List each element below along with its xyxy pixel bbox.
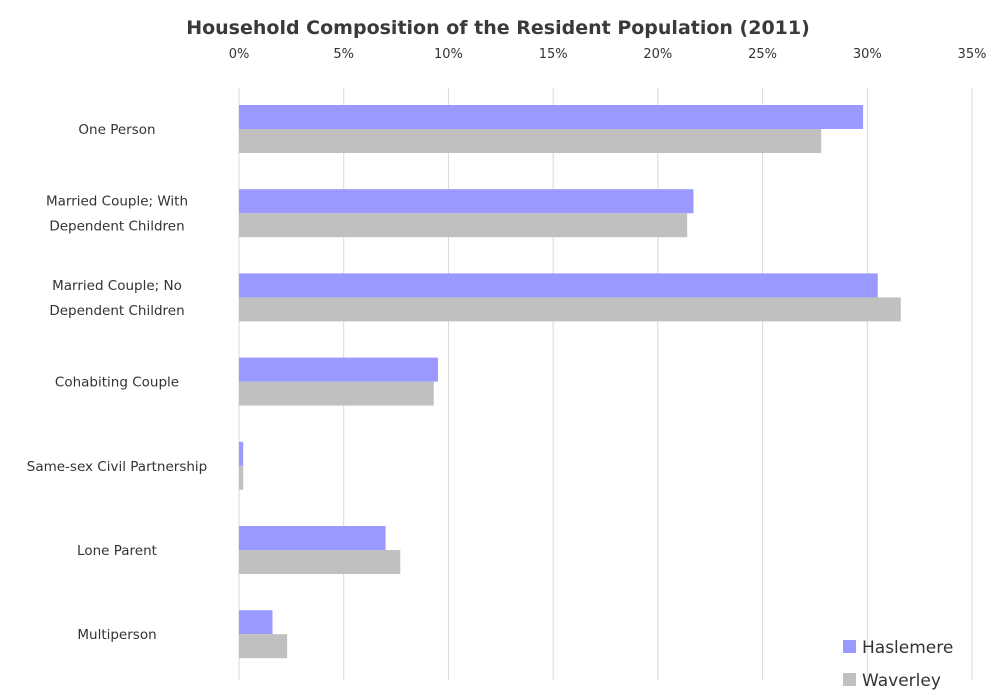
category-label-line: One Person [78,122,155,138]
bar-haslemere [239,526,386,550]
bar-waverley [239,213,688,238]
bar-haslemere [239,105,864,129]
bar-waverley [239,465,244,490]
x-tick-label: 15% [539,47,568,62]
category-label-line: Multiperson [77,627,156,643]
bar-haslemere [239,357,438,382]
chart-title: Household Composition of the Resident Po… [186,17,810,39]
bar-haslemere [239,610,273,635]
category-label-line: Married Couple; No [52,278,182,294]
grid-layer [238,88,973,680]
category-labels: One Person Married Couple; With Dependent … [27,122,207,643]
bar-haslemere [239,189,694,214]
category-label-line: Lone Parent [77,543,157,559]
legend-label: Waverley [862,671,941,691]
x-tick-label: 25% [748,47,777,62]
bars [239,105,901,659]
legend-swatch [843,673,856,686]
category-label-line: Dependent Children [49,303,184,319]
category-label-line: Same-sex Civil Partnership [27,459,207,475]
category-label: Multiperson [77,627,156,643]
category-label: One Person [78,122,155,138]
category-label: Lone Parent [77,543,157,559]
category-label-line: Cohabiting Couple [55,375,179,391]
x-tick-label: 10% [434,47,463,62]
bar-waverley [239,381,434,406]
bar-waverley [239,550,401,574]
category-label-line: Dependent Children [49,219,184,235]
bar-waverley [239,634,288,659]
legend: Haslemere Waverley [843,638,953,691]
category-label: Married Couple; No Dependent Children [49,278,184,319]
bar-haslemere [239,273,878,298]
category-label: Cohabiting Couple [55,375,179,391]
category-label-line: Married Couple; With [46,194,188,210]
legend-label: Haslemere [862,638,953,658]
bar-waverley [239,297,901,322]
category-label: Same-sex Civil Partnership [27,459,207,475]
legend-swatch [843,640,856,653]
x-tick-label: 5% [333,47,354,62]
bar-haslemere [239,441,244,466]
x-tick-label: 20% [643,47,672,62]
category-label: Married Couple; With Dependent Children [46,194,188,235]
x-axis-ticks: 0% 5% 10% 15% 20% 25% 30% 35% [229,47,987,62]
x-tick-label: 30% [853,47,882,62]
x-tick-label: 35% [958,47,987,62]
x-tick-label: 0% [229,47,250,62]
bar-waverley [239,129,822,153]
